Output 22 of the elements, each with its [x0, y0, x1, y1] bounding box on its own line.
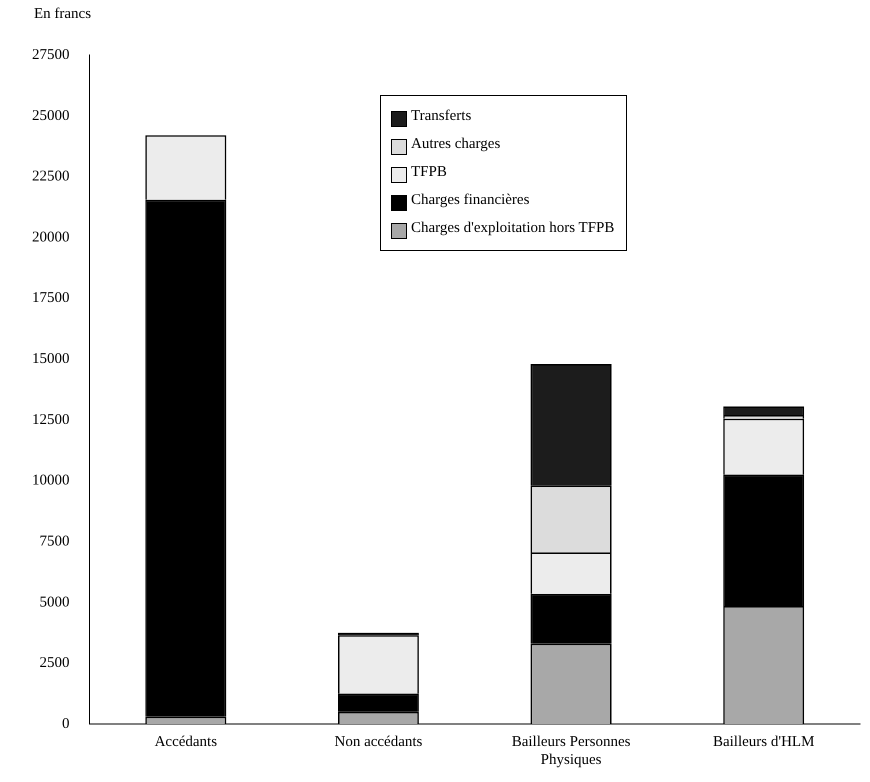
- y-tick-label: 15000: [32, 351, 70, 368]
- legend-label: Transferts: [411, 108, 472, 124]
- y-tick-label: 10000: [32, 472, 70, 489]
- y-tick-label: 7500: [40, 533, 70, 550]
- y-tick-label: 12500: [32, 412, 70, 428]
- y-tick-label: 22500: [32, 168, 70, 185]
- x-tick-label: Non accédants: [334, 734, 423, 750]
- y-tick-label: 2500: [40, 655, 70, 672]
- x-tick-label: Bailleurs Personnes Physiques: [512, 734, 631, 768]
- y-tick-label: 20000: [32, 229, 70, 246]
- y-axis-title: En francs: [34, 6, 92, 23]
- x-tick-label: Bailleurs d'HLM: [712, 734, 814, 750]
- legend-label: Charges financières: [411, 192, 530, 208]
- legend-label: TFPB: [411, 164, 447, 180]
- y-tick-label: 5000: [40, 594, 70, 610]
- y-tick-label: 27500: [32, 46, 70, 63]
- x-tick-label: Accédants: [154, 734, 218, 750]
- y-tick-label: 25000: [32, 108, 70, 124]
- y-tick-label: 0: [62, 716, 70, 732]
- y-tick-label: 17500: [32, 290, 70, 306]
- legend-label: Charges d'exploitation hors TFPB: [411, 220, 614, 236]
- legend-label: Autres charges: [411, 136, 500, 152]
